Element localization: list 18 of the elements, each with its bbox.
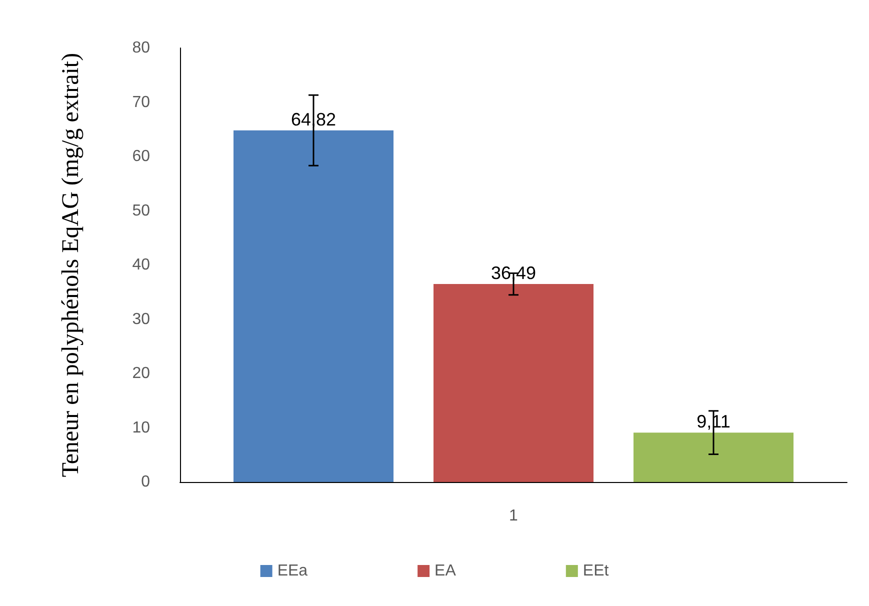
y-axis-title: Teneur en polyphénols EqAG (mg/g extrait) [58,52,84,478]
y-tick-label: 10 [132,419,150,436]
legend-label: EA [434,562,456,580]
y-tick-label: 40 [132,256,150,274]
x-tick-label: 1 [509,508,518,524]
legend-label: EEt [582,562,610,580]
y-tick-label: 60 [132,148,150,165]
y-tick-label: 50 [132,202,150,220]
bar [434,284,594,482]
data-label: 36,49 [490,263,536,284]
y-tick-label: 80 [132,40,150,56]
y-tick-label: 20 [132,365,150,382]
y-tick-label: 0 [141,474,150,490]
legend-label: EEa [277,562,308,580]
y-tick-label: 70 [132,94,150,111]
bar [234,130,394,482]
bar [634,432,794,482]
y-tick-label: 30 [132,310,150,328]
